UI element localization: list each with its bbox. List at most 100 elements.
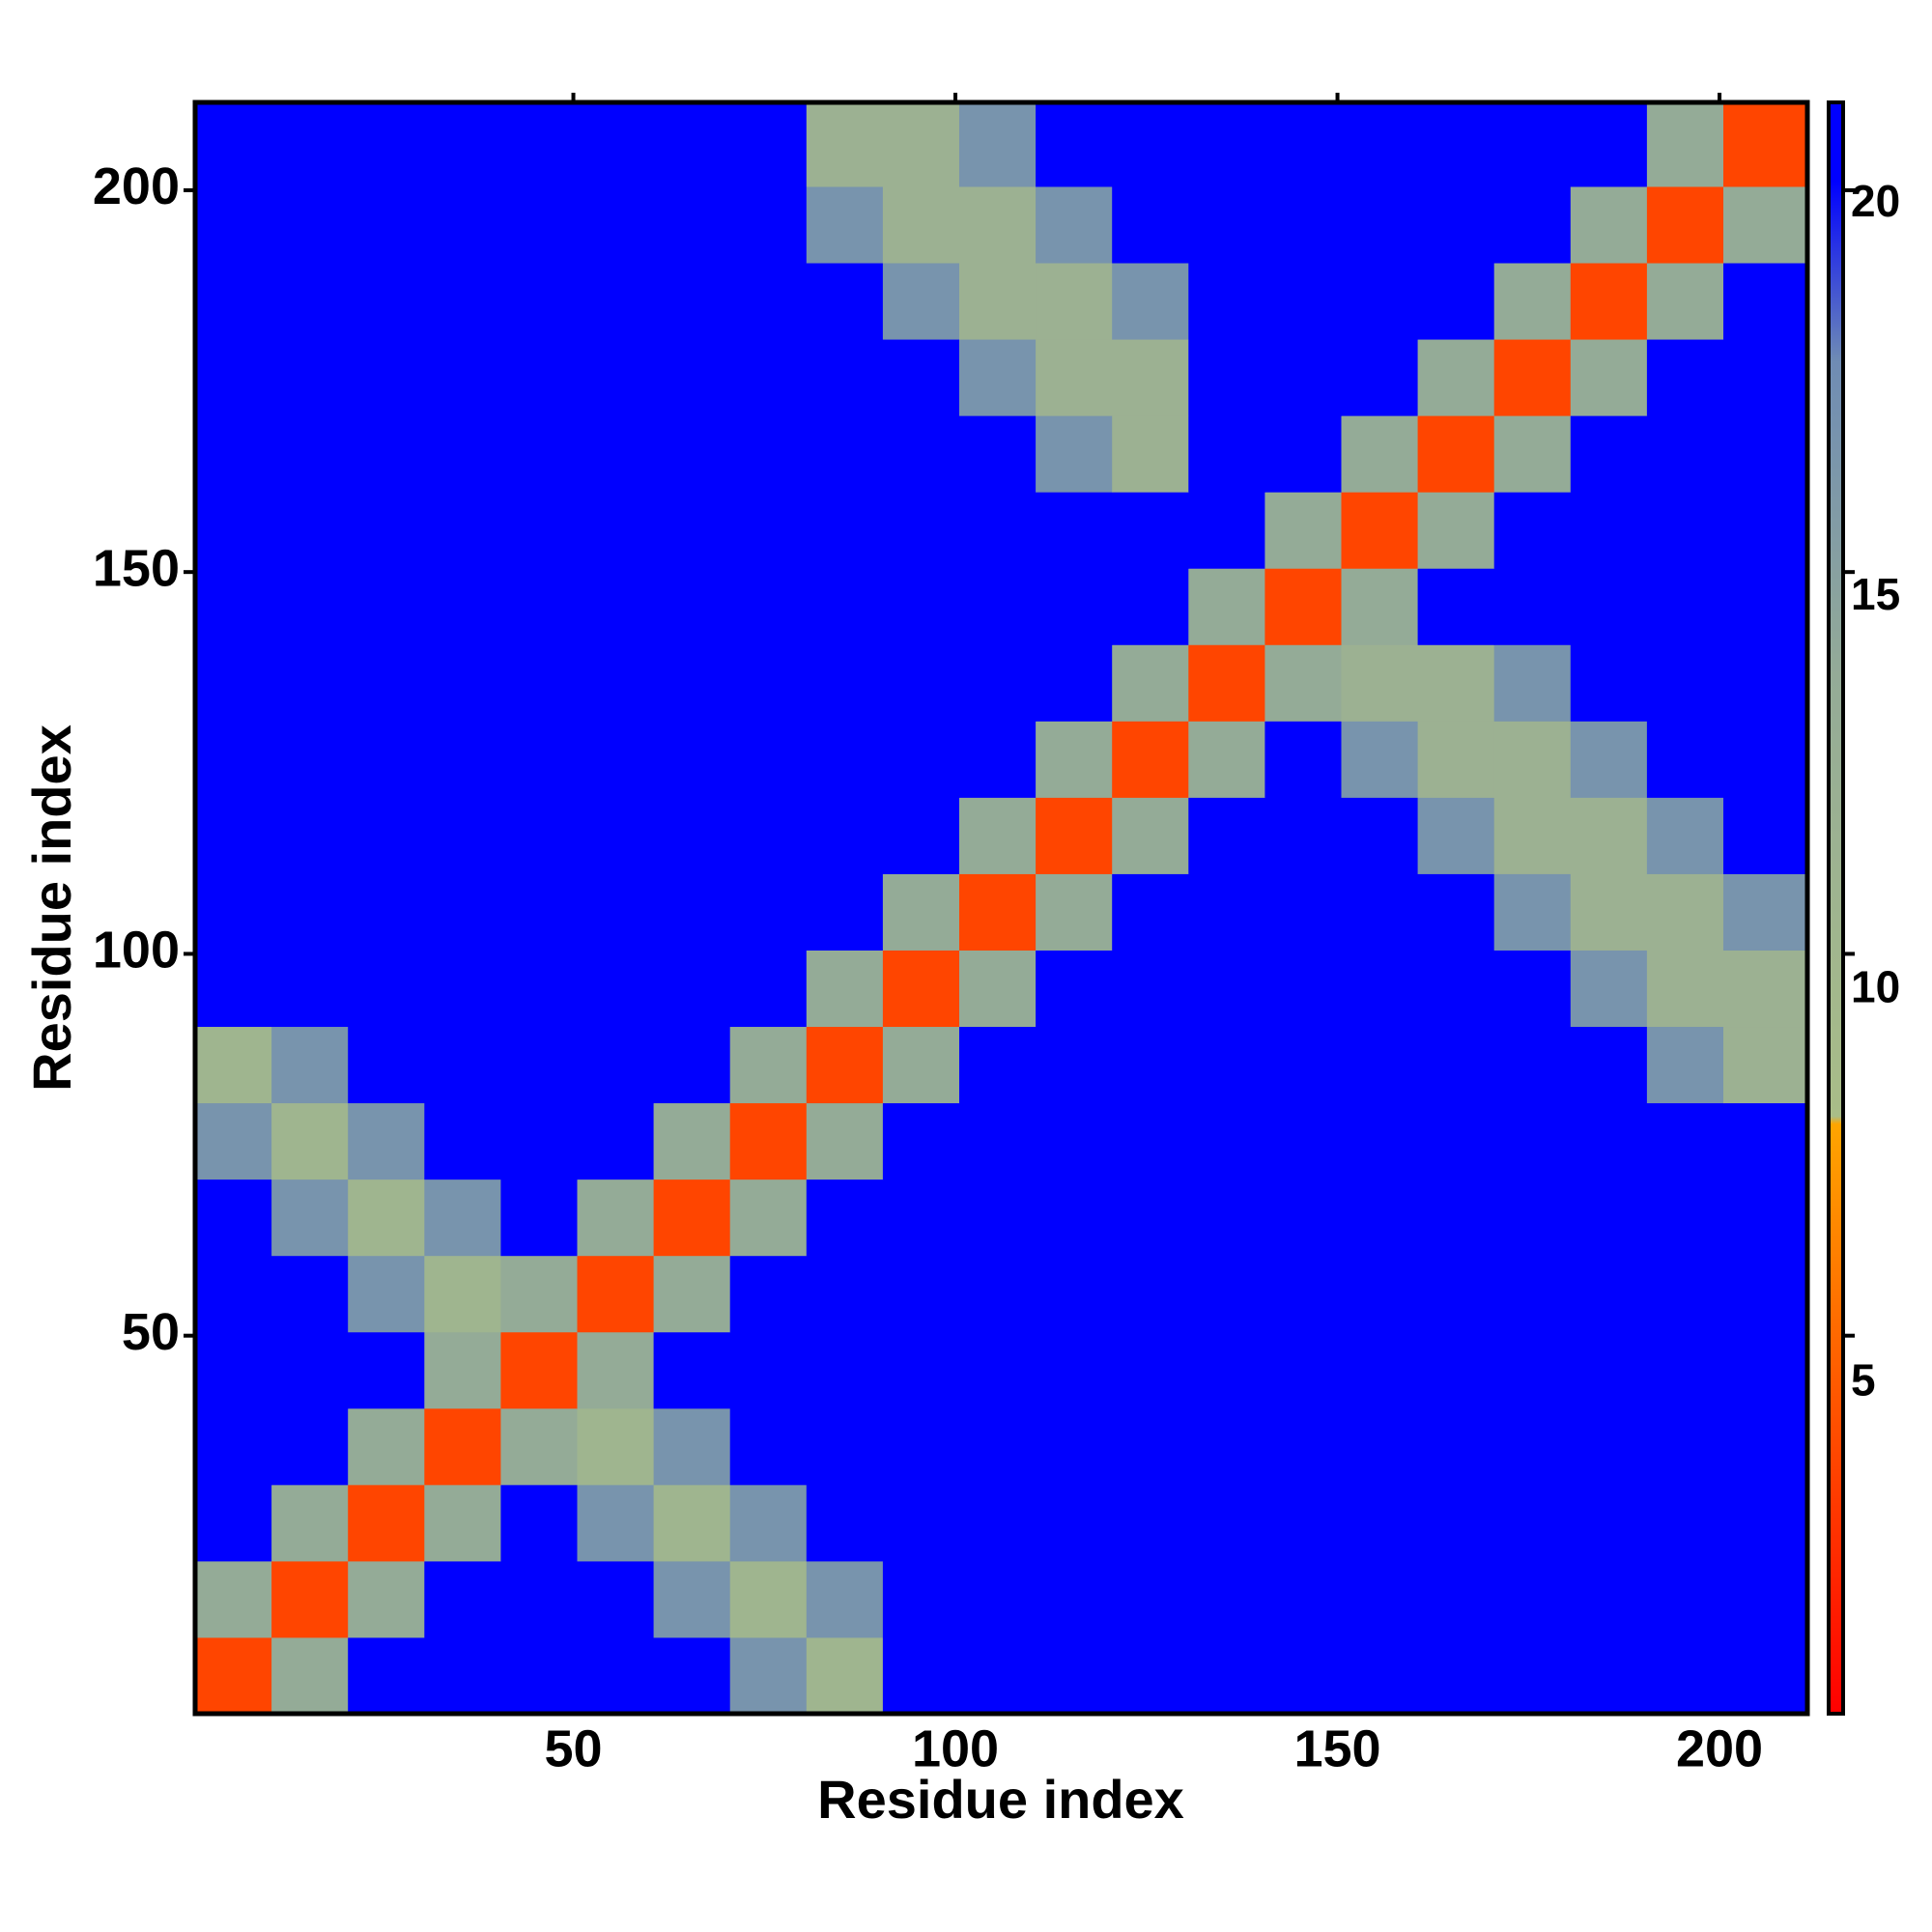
heatmap-cell bbox=[500, 339, 578, 416]
heatmap-cell bbox=[1722, 1407, 1808, 1486]
heatmap-cell bbox=[1722, 873, 1808, 951]
heatmap-cell bbox=[1493, 415, 1572, 493]
heatmap-cell bbox=[1341, 568, 1419, 645]
heatmap-cell bbox=[1264, 263, 1342, 340]
heatmap-cell bbox=[1188, 873, 1265, 951]
heatmap-cell bbox=[577, 873, 655, 951]
heatmap-cell bbox=[1188, 644, 1265, 722]
heatmap-cell bbox=[1264, 1102, 1342, 1180]
heatmap-cell bbox=[1417, 263, 1495, 340]
heatmap-cell bbox=[271, 185, 349, 264]
heatmap-cell bbox=[1264, 644, 1342, 722]
heatmap-cell bbox=[1646, 1255, 1724, 1333]
heatmap-cell bbox=[577, 339, 655, 416]
heatmap-cell bbox=[653, 644, 731, 722]
heatmap-cell bbox=[1417, 1179, 1495, 1257]
y-axis-title: Residue index bbox=[21, 724, 82, 1092]
heatmap-cell bbox=[348, 492, 425, 569]
heatmap-cell bbox=[1417, 1560, 1495, 1638]
heatmap-cell bbox=[195, 873, 272, 951]
heatmap-cell bbox=[195, 1407, 272, 1486]
heatmap-cell bbox=[577, 1484, 655, 1562]
heatmap-cell bbox=[1570, 721, 1648, 798]
heatmap-cell bbox=[1036, 1102, 1113, 1180]
heatmap-cell bbox=[577, 1102, 655, 1180]
heatmap-cell bbox=[195, 568, 272, 645]
heatmap-cell bbox=[577, 102, 655, 187]
heatmap-cell bbox=[500, 1026, 578, 1104]
heatmap-cell bbox=[1570, 339, 1648, 416]
heatmap-cell bbox=[1493, 873, 1572, 951]
heatmap-cell bbox=[1112, 1179, 1189, 1257]
heatmap-cell bbox=[729, 492, 808, 569]
heatmap-cell bbox=[271, 721, 349, 798]
heatmap-cell bbox=[1417, 1255, 1495, 1333]
heatmap-cell bbox=[958, 873, 1037, 951]
heatmap-cell bbox=[1417, 492, 1495, 569]
heatmap-cell bbox=[653, 1026, 731, 1104]
heatmap-cell bbox=[1570, 1102, 1648, 1180]
heatmap-cell bbox=[271, 415, 349, 493]
heatmap-cell bbox=[500, 568, 578, 645]
heatmap-cell bbox=[348, 950, 425, 1028]
heatmap-cell bbox=[882, 415, 960, 493]
heatmap-cell bbox=[1570, 1560, 1648, 1638]
heatmap-cell bbox=[500, 185, 578, 264]
heatmap-cell bbox=[1722, 568, 1808, 645]
heatmap-cell bbox=[577, 1560, 655, 1638]
heatmap-cell bbox=[577, 263, 655, 340]
heatmap-cell bbox=[1646, 185, 1724, 264]
heatmap-cell bbox=[424, 1179, 501, 1257]
heatmap-cell bbox=[577, 1255, 655, 1333]
heatmap-cell bbox=[271, 102, 349, 187]
heatmap-cell bbox=[653, 797, 731, 874]
heatmap-cell bbox=[195, 339, 272, 416]
heatmap-cell bbox=[1341, 185, 1419, 264]
heatmap-cell bbox=[1036, 102, 1113, 187]
heatmap-cell bbox=[577, 721, 655, 798]
heatmap-cell bbox=[958, 263, 1037, 340]
heatmap-cell bbox=[1646, 797, 1724, 874]
heatmap-cell bbox=[729, 1026, 808, 1104]
heatmap-cell bbox=[729, 568, 808, 645]
x-axis-title: Residue index bbox=[817, 1769, 1184, 1830]
heatmap-cell bbox=[1188, 185, 1265, 264]
heatmap-cell bbox=[653, 1102, 731, 1180]
heatmap-cell bbox=[958, 492, 1037, 569]
heatmap-cell bbox=[500, 263, 578, 340]
heatmap-cell bbox=[958, 1484, 1037, 1562]
heatmap-cell bbox=[729, 1179, 808, 1257]
heatmap-cell bbox=[1112, 797, 1189, 874]
heatmap-cell bbox=[729, 644, 808, 722]
heatmap-cell bbox=[577, 644, 655, 722]
heatmap-cell bbox=[958, 339, 1037, 416]
heatmap-cell bbox=[1646, 492, 1724, 569]
heatmap-cell bbox=[424, 1407, 501, 1486]
heatmap-cell bbox=[271, 873, 349, 951]
heatmap-cell bbox=[1417, 415, 1495, 493]
heatmap-cell bbox=[1112, 185, 1189, 264]
heatmap-cell bbox=[424, 1331, 501, 1409]
heatmap-cell bbox=[500, 721, 578, 798]
y-tick-label: 200 bbox=[93, 157, 180, 215]
heatmap-cell bbox=[1264, 1255, 1342, 1333]
heatmap-cell bbox=[1112, 339, 1189, 416]
heatmap-cell bbox=[1112, 950, 1189, 1028]
heatmap-cell bbox=[1112, 1407, 1189, 1486]
heatmap-cell bbox=[500, 1484, 578, 1562]
heatmap-cell bbox=[1341, 339, 1419, 416]
heatmap-cell bbox=[195, 721, 272, 798]
heatmap-cell bbox=[577, 950, 655, 1028]
heatmap-cell bbox=[1341, 721, 1419, 798]
heatmap-cell bbox=[1036, 568, 1113, 645]
heatmap-cell bbox=[1722, 950, 1808, 1028]
heatmap-cell bbox=[1570, 1255, 1648, 1333]
heatmap-cell bbox=[1646, 873, 1724, 951]
heatmap-cell bbox=[1264, 568, 1342, 645]
heatmap-cell bbox=[348, 185, 425, 264]
heatmap-cell bbox=[1417, 1026, 1495, 1104]
heatmap-cell bbox=[653, 1255, 731, 1333]
heatmap-cell bbox=[806, 1255, 884, 1333]
